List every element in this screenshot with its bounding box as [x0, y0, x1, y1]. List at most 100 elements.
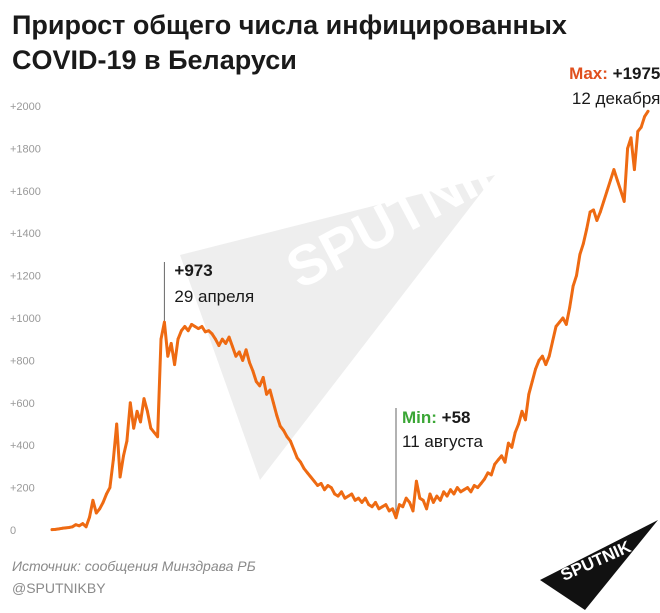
data-point: [357, 496, 360, 500]
data-point: [258, 384, 262, 388]
data-point: [220, 337, 224, 341]
data-point: [581, 242, 585, 246]
data-point: [643, 115, 646, 118]
data-point: [312, 479, 316, 483]
y-tick-label: +600: [10, 398, 35, 410]
annotation-prefix-min: Min:: [402, 408, 437, 427]
data-point: [455, 486, 459, 489]
data-point: [619, 189, 623, 193]
data-point: [295, 456, 299, 460]
source-note: Источник: сообщения Минздрава РБ: [12, 558, 256, 574]
data-point: [135, 409, 139, 413]
data-point: [564, 323, 568, 326]
data-point: [489, 473, 493, 477]
data-point: [633, 168, 636, 172]
data-point: [558, 320, 561, 324]
data-point: [316, 484, 319, 487]
y-tick-label: +1600: [10, 186, 41, 198]
chart-title-line-2: COVID-19 в Беларуси: [12, 45, 297, 75]
data-point: [442, 490, 446, 494]
data-point: [101, 501, 105, 504]
annotation-prefix-max: Max:: [569, 64, 608, 83]
data-point: [609, 178, 612, 182]
data-point: [547, 354, 551, 358]
data-point: [84, 525, 88, 529]
data-point: [428, 492, 432, 496]
data-point: [398, 503, 401, 506]
data-point: [486, 471, 490, 475]
data-point: [329, 486, 333, 489]
annotation-value-max: Max: +1975: [569, 64, 660, 83]
data-point: [169, 342, 173, 345]
data-point: [462, 488, 466, 492]
data-point: [173, 363, 177, 366]
data-point: [513, 431, 517, 434]
data-points: [50, 109, 650, 531]
data-point: [476, 486, 480, 489]
data-point: [534, 367, 537, 371]
annotation-number-peak: +973: [174, 261, 212, 280]
data-point: [360, 501, 364, 504]
data-point: [71, 525, 74, 529]
annotation-labels: +973 29 апреля Min: +58 11 августа Max: +197…: [174, 64, 660, 451]
data-point: [152, 431, 156, 434]
data-point: [251, 369, 255, 373]
data-point: [323, 488, 326, 492]
data-point: [571, 284, 575, 288]
data-point: [91, 498, 95, 502]
data-point: [438, 498, 442, 502]
y-tick-label: +400: [10, 440, 35, 452]
data-point: [517, 422, 520, 426]
annotation-value-peak: +973: [174, 261, 212, 280]
data-point: [374, 501, 377, 504]
data-point: [575, 274, 578, 277]
data-point: [122, 454, 125, 458]
data-point: [598, 210, 602, 214]
data-point: [503, 460, 507, 464]
data-point: [507, 441, 510, 445]
data-point: [469, 490, 473, 494]
data-point: [183, 325, 187, 328]
data-point: [530, 380, 534, 383]
data-point: [115, 422, 119, 426]
annotation-lines: [163, 262, 397, 518]
data-point: [370, 505, 374, 509]
y-tick-label: +1200: [10, 271, 41, 283]
data-point: [636, 130, 640, 133]
annotation-number-max: +1975: [613, 64, 660, 83]
data-point: [180, 329, 183, 333]
data-point: [111, 458, 115, 462]
data-point: [227, 335, 231, 339]
data-point: [268, 388, 272, 392]
data-point: [527, 392, 531, 396]
data-point: [125, 439, 129, 443]
data-point: [592, 208, 595, 212]
y-tick-label: +1400: [10, 228, 41, 240]
annotation-number-min: +58: [442, 408, 471, 427]
data-point: [483, 477, 486, 481]
data-point: [343, 496, 347, 500]
sputnik-handle: @SPUTNIKBY: [12, 580, 106, 596]
data-point: [425, 507, 428, 511]
chart-title-line-1: Прирост общего числа инфицированных: [12, 10, 567, 40]
chart-title: Прирост общего числа инфицированных COVI…: [12, 8, 612, 78]
annotation-date-min: 11 августа: [402, 432, 483, 451]
data-point: [289, 439, 292, 443]
data-point: [163, 320, 166, 324]
data-point: [612, 168, 616, 172]
data-point: [408, 501, 411, 504]
y-tick-label: +2000: [10, 101, 41, 113]
data-point: [265, 392, 268, 396]
data-point: [193, 325, 197, 328]
data-point: [561, 316, 565, 320]
data-point: [602, 200, 606, 203]
data-point: [449, 488, 452, 492]
data-point: [57, 527, 61, 531]
data-point: [510, 445, 514, 449]
data-point: [554, 325, 558, 328]
annotation-date-peak: 29 апреля: [174, 287, 254, 306]
data-point: [346, 494, 350, 498]
data-point: [234, 354, 238, 358]
data-point: [207, 329, 211, 333]
